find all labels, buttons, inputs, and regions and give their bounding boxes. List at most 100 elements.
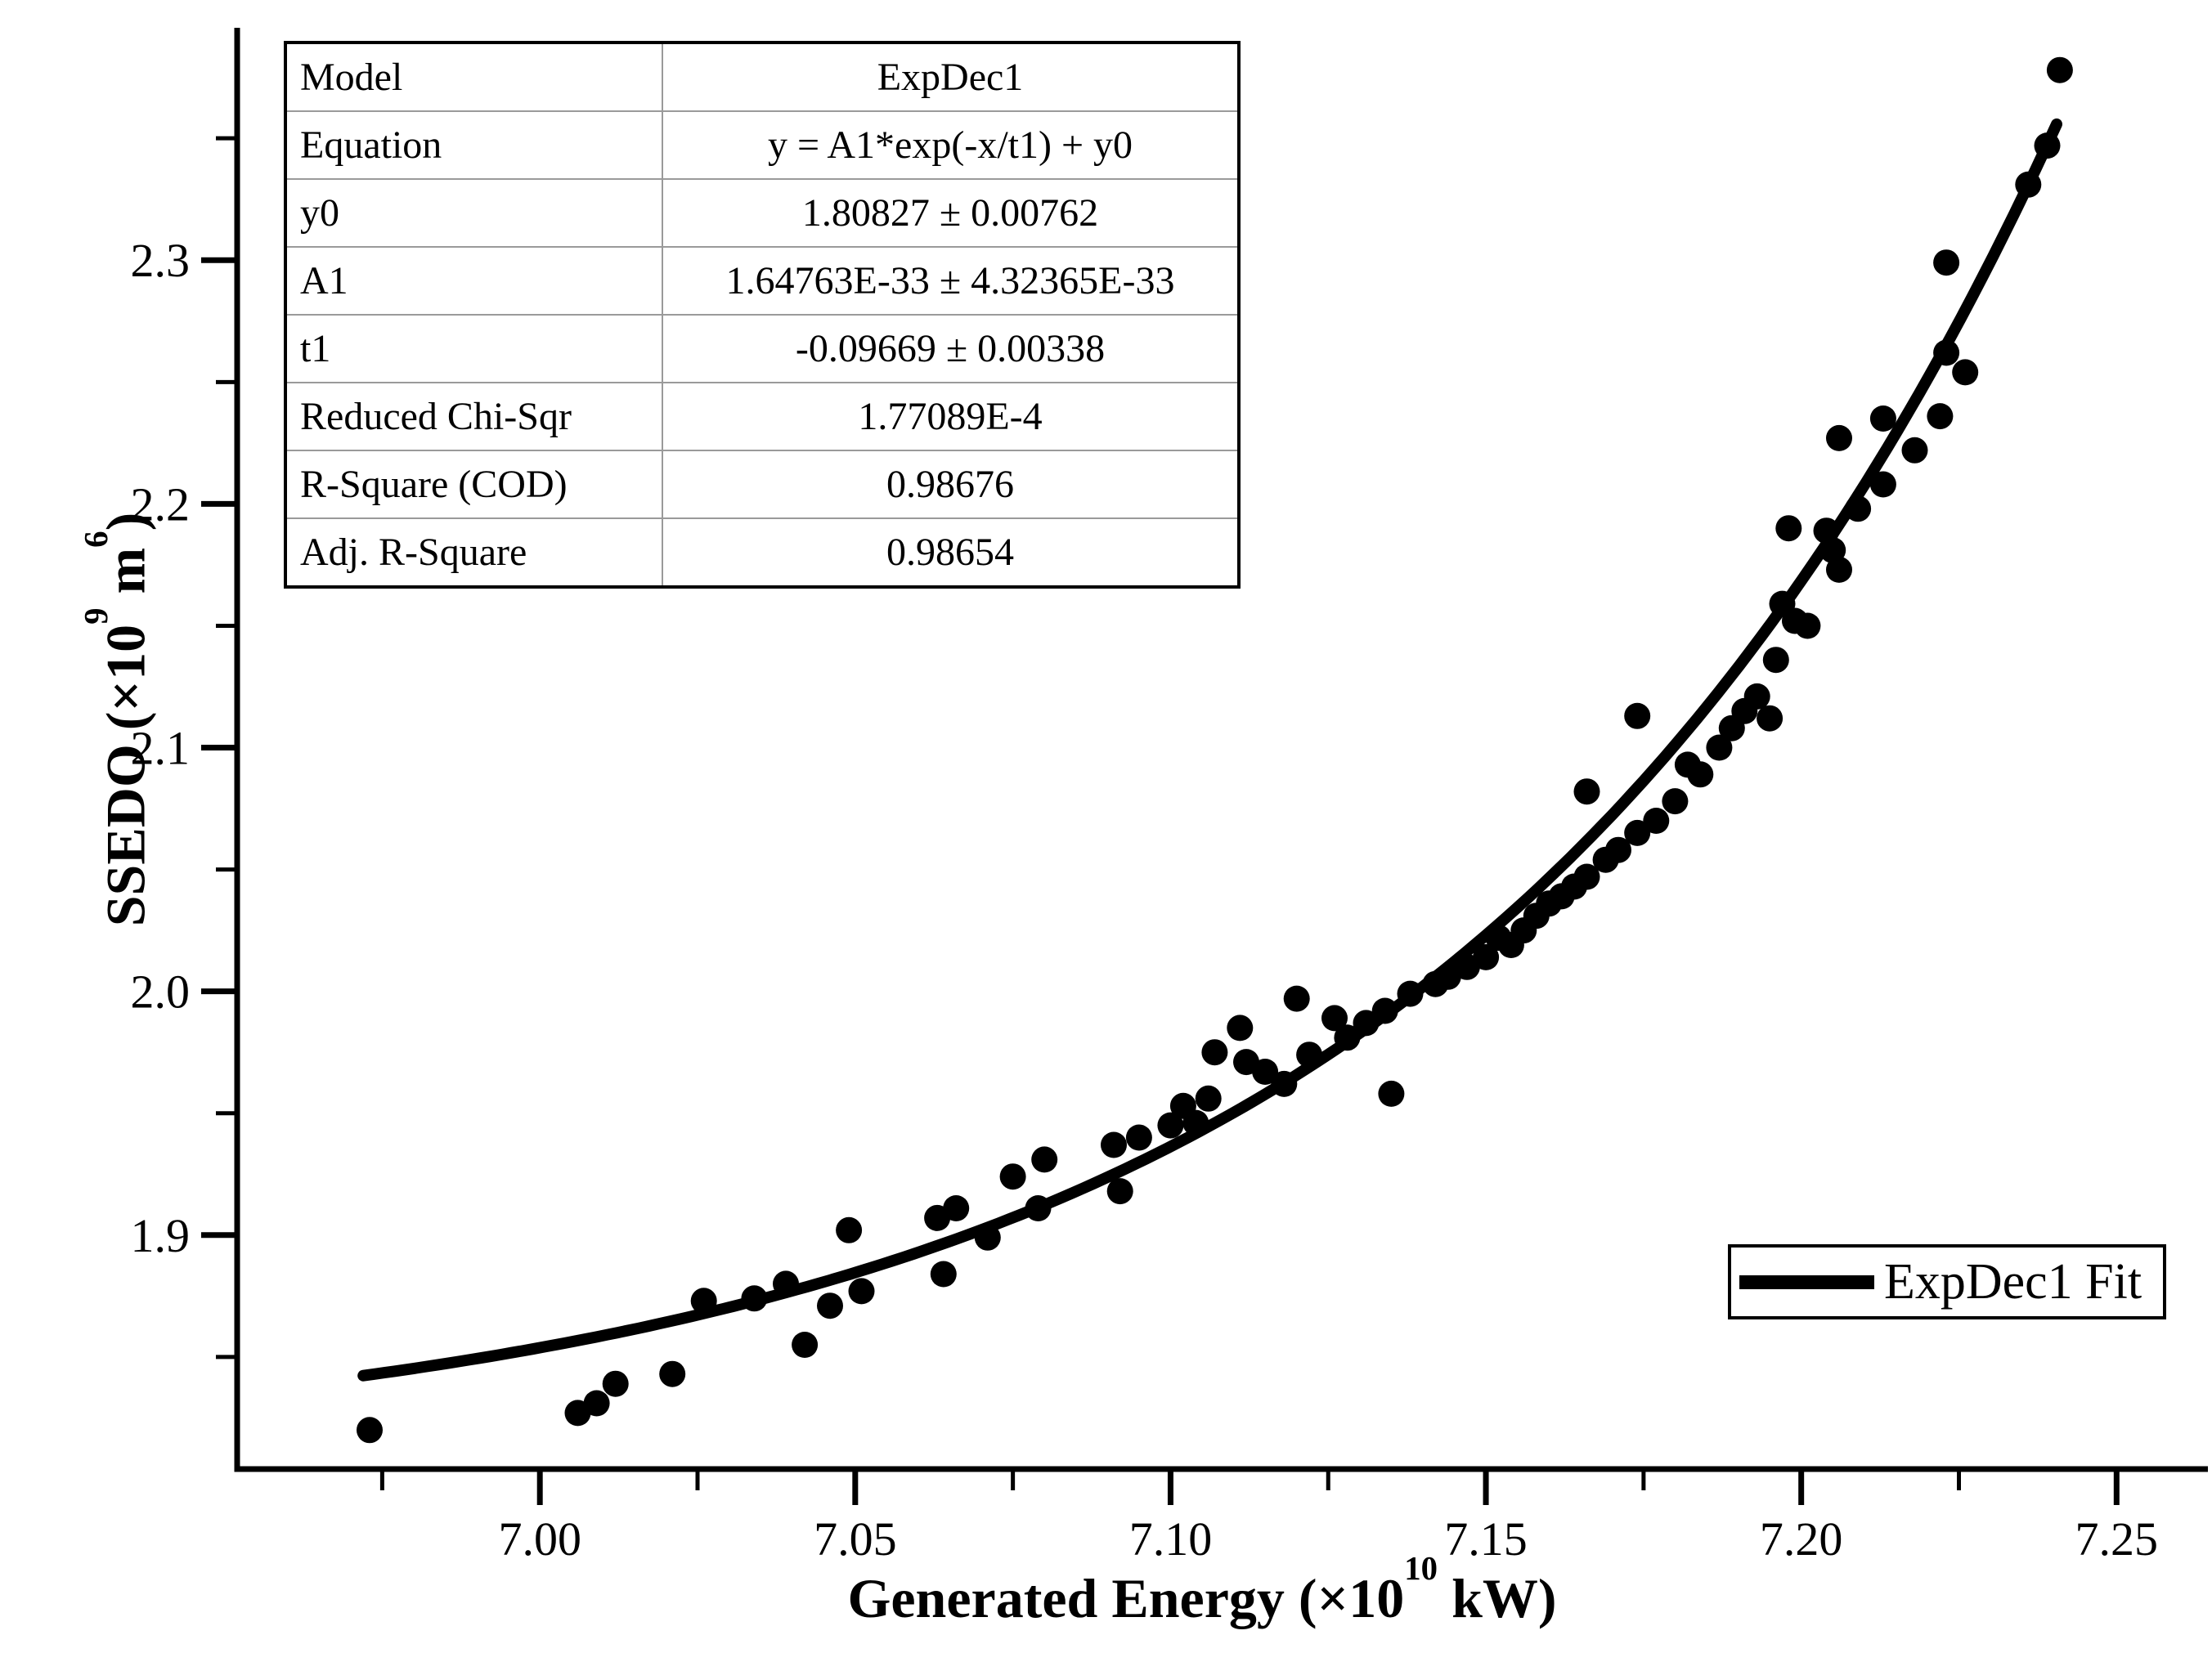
data-point bbox=[1296, 1042, 1323, 1068]
data-point bbox=[1624, 819, 1651, 846]
data-point bbox=[1687, 761, 1714, 788]
data-point bbox=[999, 1163, 1026, 1190]
data-point bbox=[1195, 1085, 1222, 1112]
data-point bbox=[1901, 437, 1928, 464]
data-point bbox=[1952, 359, 1979, 386]
param-label: A1 bbox=[285, 246, 663, 316]
data-point bbox=[602, 1370, 629, 1397]
data-point bbox=[1031, 1146, 1058, 1173]
table-row: Reduced Chi-Sqr 1.77089E-4 bbox=[285, 382, 1240, 451]
fit-results-table: Model ExpDec1 Equation y = A1*exp(-x/t1)… bbox=[284, 41, 1241, 589]
data-point bbox=[1283, 985, 1310, 1012]
param-label: Model bbox=[285, 42, 663, 112]
data-point bbox=[836, 1216, 863, 1243]
data-point bbox=[1826, 424, 1852, 451]
data-point bbox=[1845, 495, 1872, 522]
y-tick-label: 2.1 bbox=[131, 722, 191, 775]
table-row: A1 1.64763E-33 ± 4.32365E-33 bbox=[285, 246, 1240, 316]
data-point bbox=[792, 1332, 819, 1358]
table-row: Model ExpDec1 bbox=[285, 42, 1240, 112]
data-point bbox=[1397, 980, 1424, 1007]
data-point bbox=[1201, 1039, 1228, 1066]
data-point bbox=[2015, 171, 2042, 198]
data-point bbox=[1353, 1010, 1380, 1037]
y-tick-label: 2.2 bbox=[131, 477, 191, 531]
data-point bbox=[1334, 1024, 1361, 1051]
data-point bbox=[1125, 1124, 1152, 1151]
data-point bbox=[1869, 471, 1896, 498]
table-row: t1 -0.09669 ± 0.00338 bbox=[285, 314, 1240, 383]
data-point bbox=[583, 1390, 610, 1417]
data-point bbox=[1573, 863, 1600, 890]
data-point bbox=[1927, 403, 1954, 430]
param-value: 0.98654 bbox=[662, 517, 1240, 588]
data-point bbox=[1473, 943, 1500, 970]
data-point bbox=[2046, 56, 2073, 83]
table-row: Equation y = A1*exp(-x/t1) + y0 bbox=[285, 110, 1240, 180]
x-tick-label: 7.10 bbox=[1129, 1512, 1213, 1566]
param-value: 1.77089E-4 bbox=[662, 382, 1240, 451]
param-value: y = A1*exp(-x/t1) + y0 bbox=[662, 110, 1240, 180]
data-point bbox=[1182, 1109, 1209, 1136]
y-axis-title-text: SSEDO (×10 bbox=[94, 624, 157, 927]
data-point bbox=[1643, 808, 1670, 834]
param-label: R-Square (COD) bbox=[285, 450, 663, 519]
data-point bbox=[1826, 556, 1852, 583]
table-row: Adj. R-Square 0.98654 bbox=[285, 517, 1240, 588]
data-point bbox=[1624, 702, 1651, 729]
y-tick-label: 2.3 bbox=[131, 234, 191, 287]
param-value: 0.98676 bbox=[662, 450, 1240, 519]
param-value: ExpDec1 bbox=[662, 42, 1240, 112]
table-row: R-Square (COD) 0.98676 bbox=[285, 450, 1240, 519]
data-point bbox=[848, 1278, 875, 1305]
data-point bbox=[1378, 1080, 1405, 1107]
y-tick-label: 1.9 bbox=[131, 1209, 191, 1262]
x-axis-title-text: Generated Energy (×10 bbox=[847, 1567, 1405, 1629]
data-point bbox=[659, 1360, 686, 1387]
data-point bbox=[690, 1288, 717, 1315]
data-point bbox=[1794, 612, 1821, 639]
fit-curve bbox=[357, 118, 2062, 1382]
y-axis-title-unit-exponent: 6 bbox=[77, 531, 114, 548]
data-point bbox=[1371, 997, 1398, 1024]
x-axis-title-exponent: 10 bbox=[1404, 1549, 1438, 1587]
data-point bbox=[1573, 778, 1600, 805]
x-axis-title: Generated Energy (×1010 kW) bbox=[384, 1550, 2020, 1631]
data-point bbox=[1775, 515, 1802, 542]
data-point bbox=[1662, 788, 1689, 815]
fit-line-sample bbox=[1739, 1274, 1874, 1289]
x-tick-label: 7.25 bbox=[2075, 1512, 2159, 1566]
data-point bbox=[357, 1417, 383, 1444]
data-point bbox=[1025, 1195, 1052, 1221]
param-label: t1 bbox=[285, 314, 663, 383]
data-point bbox=[1706, 734, 1733, 761]
data-point bbox=[1252, 1059, 1279, 1085]
data-point bbox=[773, 1270, 799, 1297]
param-label: y0 bbox=[285, 178, 663, 248]
data-point bbox=[930, 1261, 957, 1288]
data-point bbox=[741, 1285, 768, 1312]
y-axis-title-unit: m bbox=[94, 547, 157, 608]
data-point bbox=[1933, 249, 1960, 276]
x-tick-label: 7.20 bbox=[1760, 1512, 1843, 1566]
data-point bbox=[1321, 1005, 1348, 1032]
data-point bbox=[974, 1224, 1001, 1251]
data-point bbox=[1933, 339, 1960, 366]
legend: ExpDec1 Fit bbox=[1728, 1244, 2166, 1319]
table-row: y0 1.80827 ± 0.00762 bbox=[285, 178, 1240, 248]
param-value: -0.09669 ± 0.00338 bbox=[662, 314, 1240, 383]
x-tick-label: 7.15 bbox=[1444, 1512, 1528, 1566]
y-axis-title-exponent: 9 bbox=[77, 607, 114, 625]
data-point bbox=[1869, 405, 1896, 432]
param-label: Adj. R-Square bbox=[285, 517, 663, 588]
param-label: Reduced Chi-Sqr bbox=[285, 382, 663, 451]
x-tick-label: 7.05 bbox=[814, 1512, 897, 1566]
data-point bbox=[1743, 683, 1770, 710]
param-value: 1.64763E-33 ± 4.32365E-33 bbox=[662, 246, 1240, 316]
data-point bbox=[1605, 836, 1631, 863]
param-value: 1.80827 ± 0.00762 bbox=[662, 178, 1240, 248]
data-point bbox=[1271, 1070, 1298, 1097]
data-point bbox=[2034, 132, 2061, 159]
